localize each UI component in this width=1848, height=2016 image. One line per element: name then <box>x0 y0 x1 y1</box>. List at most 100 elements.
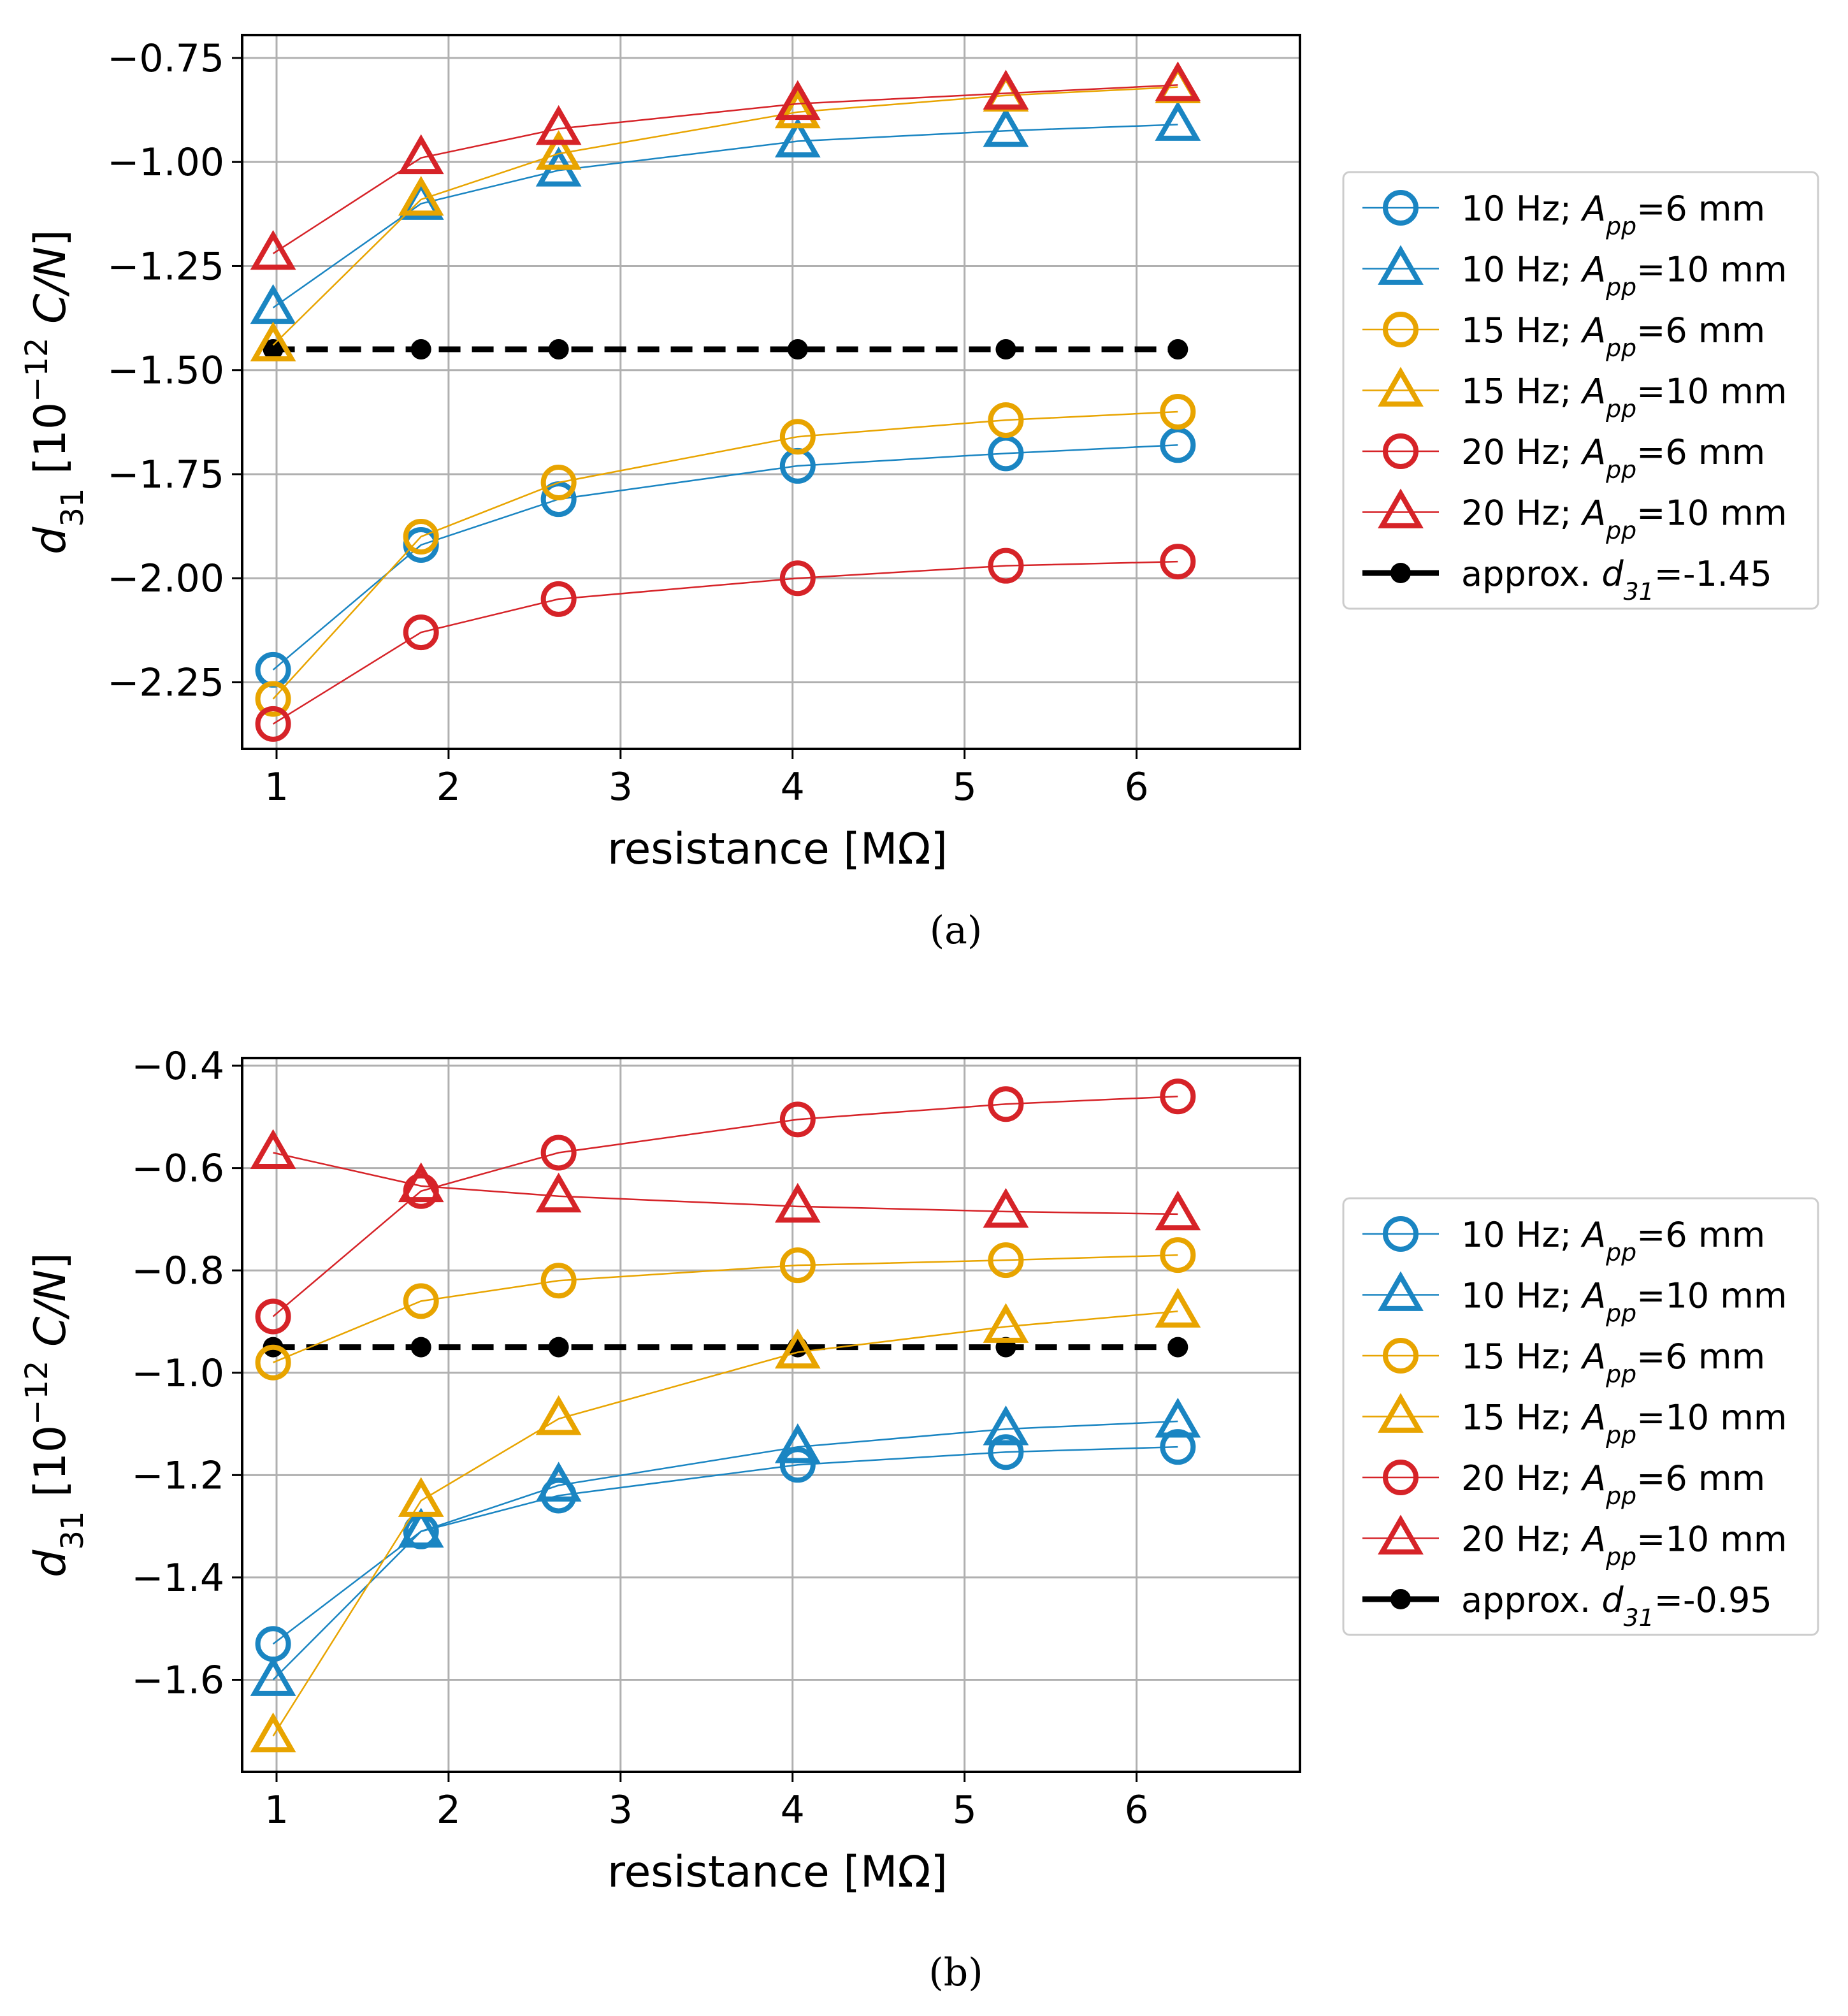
data-point <box>540 581 577 617</box>
data-point <box>1160 1078 1196 1115</box>
y-tick-label: −0.75 <box>107 36 224 81</box>
series-line <box>272 86 1178 346</box>
series-3 <box>255 394 1196 717</box>
y-tick-label: −2.25 <box>107 661 224 706</box>
data-point <box>1160 544 1196 580</box>
y-tick-label: −1.50 <box>107 349 224 393</box>
x-tick-label: 4 <box>781 765 805 809</box>
data-point <box>535 105 582 145</box>
series-3 <box>255 1237 1196 1381</box>
data-point <box>983 1303 1029 1343</box>
y-tick-label: −1.4 <box>131 1556 224 1600</box>
data-point <box>1160 1429 1196 1465</box>
legend-marker <box>1378 1393 1424 1433</box>
y-tick-label: −1.00 <box>107 140 224 185</box>
data-point <box>774 1423 821 1463</box>
legend-box <box>1342 1197 1819 1636</box>
data-point <box>1160 394 1196 430</box>
series-4 <box>250 1287 1201 1753</box>
data-point <box>250 229 296 270</box>
data-point <box>779 1247 816 1284</box>
y-tick-label: −1.75 <box>107 453 224 497</box>
x-tick-label: 5 <box>953 1788 977 1832</box>
legend-marker <box>1383 1460 1418 1495</box>
data-point <box>540 1263 577 1299</box>
legend-entry: 15 Hz; App=6 mm <box>1362 310 1765 362</box>
series-2 <box>250 1398 1201 1696</box>
data-point <box>774 80 821 120</box>
legend-marker <box>1390 1589 1411 1609</box>
series-line <box>272 1446 1178 1645</box>
legend-label: 15 Hz; App=6 mm <box>1461 310 1765 362</box>
x-tick-label: 1 <box>264 1788 289 1832</box>
legend-entry: 15 Hz; App=6 mm <box>1362 1337 1765 1388</box>
data-point <box>983 107 1029 147</box>
data-point <box>540 481 577 518</box>
y-axis-label: d31 [10−12 C/N] <box>19 1252 90 1577</box>
data-point <box>983 1187 1029 1228</box>
data-point <box>403 614 439 651</box>
data-point <box>398 175 444 216</box>
legend-marker <box>1383 190 1418 226</box>
legend-marker <box>1383 1338 1418 1374</box>
x-tick-label: 3 <box>609 1788 633 1832</box>
series-6 <box>250 1129 1201 1231</box>
legend-label: approx. d31=-1.45 <box>1461 554 1772 606</box>
legend-entry: 15 Hz; App=10 mm <box>1362 1393 1787 1449</box>
data-point <box>540 1135 577 1171</box>
series-6 <box>250 61 1201 270</box>
data-point <box>255 681 291 717</box>
data-point <box>774 1182 821 1223</box>
series-line <box>272 1310 1178 1737</box>
data-point <box>983 69 1029 110</box>
legend-marker <box>1378 245 1424 285</box>
data-point <box>779 1101 816 1138</box>
reference-point <box>787 339 808 360</box>
legend-entry: 10 Hz; App=6 mm <box>1362 1215 1765 1266</box>
data-point <box>250 284 296 324</box>
legend-label: 10 Hz; App=10 mm <box>1461 1276 1787 1328</box>
data-point <box>250 1656 296 1696</box>
data-point <box>1155 1190 1201 1231</box>
legend-label: 10 Hz; App=6 mm <box>1461 1215 1765 1266</box>
legend-marker <box>1383 433 1418 469</box>
legend-entry: 20 Hz; App=10 mm <box>1362 488 1787 545</box>
chart-panel-a: 1 2 3 4 5 6 −2.25 −2.00 −1.75 −1.50 −1.25 −1.00 −0.7… <box>19 34 1819 874</box>
plot-frame <box>241 1057 1301 1773</box>
data-point <box>988 1434 1024 1470</box>
y-tick-label: −0.4 <box>131 1044 224 1089</box>
legend-box <box>1342 171 1819 610</box>
series-line <box>272 1095 1178 1317</box>
data-point <box>1160 427 1196 463</box>
data-point <box>398 1477 444 1517</box>
reference-point <box>1167 1337 1188 1358</box>
legend-label: 20 Hz; App=6 mm <box>1461 1458 1765 1510</box>
legend-entry: approx. d31=-0.95 <box>1362 1580 1772 1632</box>
x-tick-label: 1 <box>264 765 289 809</box>
data-point <box>779 560 816 597</box>
legend-entry: 10 Hz; App=6 mm <box>1362 189 1765 240</box>
series-line <box>273 1254 1178 1363</box>
data-point <box>403 1283 439 1319</box>
data-point <box>774 88 821 129</box>
x-tick-label: 6 <box>1124 765 1148 809</box>
data-point <box>1160 1237 1196 1273</box>
grid-lines <box>242 1058 1300 1772</box>
x-tick-label: 4 <box>781 1788 805 1832</box>
legend: 10 Hz; App=6 mm 10 Hz; App=10 mm 15 Hz; Ap… <box>1342 1197 1819 1636</box>
data-point <box>1155 1398 1201 1438</box>
data-point <box>988 402 1024 439</box>
series-line <box>272 560 1178 725</box>
x-tick-label: 6 <box>1124 1788 1148 1832</box>
data-point <box>988 1242 1024 1279</box>
legend: 10 Hz; App=6 mm 10 Hz; App=10 mm 15 Hz; Ap… <box>1342 171 1819 610</box>
reference-point <box>410 1337 431 1358</box>
data-point <box>535 130 582 170</box>
data-point <box>774 1328 821 1369</box>
data-point <box>1155 101 1201 141</box>
legend-entry: 20 Hz; App=6 mm <box>1362 432 1765 484</box>
reference-point <box>548 339 569 360</box>
series-1 <box>255 427 1196 688</box>
series-line <box>272 444 1178 671</box>
chart-panel-b: 1 2 3 4 5 6 −1.6 −1.4 −1.2 −1.0 −0.8 −0.6 −0.4 resist… <box>19 1044 1819 1897</box>
